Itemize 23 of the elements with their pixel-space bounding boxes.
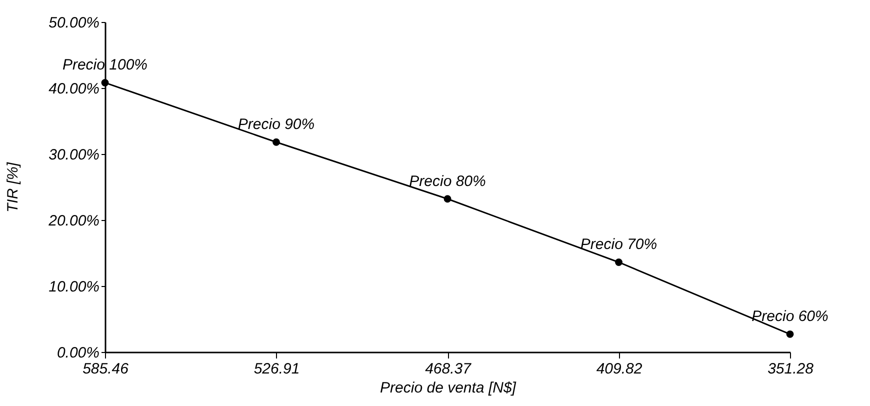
x-tick-label: 526.91 — [254, 360, 300, 378]
x-axis-title: Precio de venta [N$] — [380, 380, 517, 396]
x-tick-label: 409.82 — [596, 360, 643, 378]
x-tick-label: 585.46 — [82, 360, 130, 378]
annotation: Precio 90% — [238, 116, 315, 134]
y-tick-label: 30.00% — [48, 146, 100, 164]
point — [786, 330, 794, 338]
y-tick-label: 10.00% — [48, 278, 100, 296]
y-tick-label: 50.00% — [48, 14, 100, 32]
y-tick-label: 40.00% — [48, 80, 100, 98]
point — [101, 79, 109, 86]
annotation: Precio 100% — [62, 56, 148, 74]
annotation: Precio 70% — [580, 236, 658, 254]
annotation: Precio 60% — [752, 308, 828, 326]
x-tick-label: 351.28 — [768, 360, 814, 378]
point — [615, 258, 622, 266]
y-tick-label: 20.00% — [48, 212, 100, 230]
annotation: Precio 80% — [409, 172, 486, 190]
x-tick-label: 468.37 — [425, 360, 472, 378]
y-axis-title: TIR [%] — [4, 162, 22, 213]
y-tick-label: 0.00% — [56, 344, 100, 362]
point — [444, 195, 452, 203]
point — [272, 138, 280, 146]
